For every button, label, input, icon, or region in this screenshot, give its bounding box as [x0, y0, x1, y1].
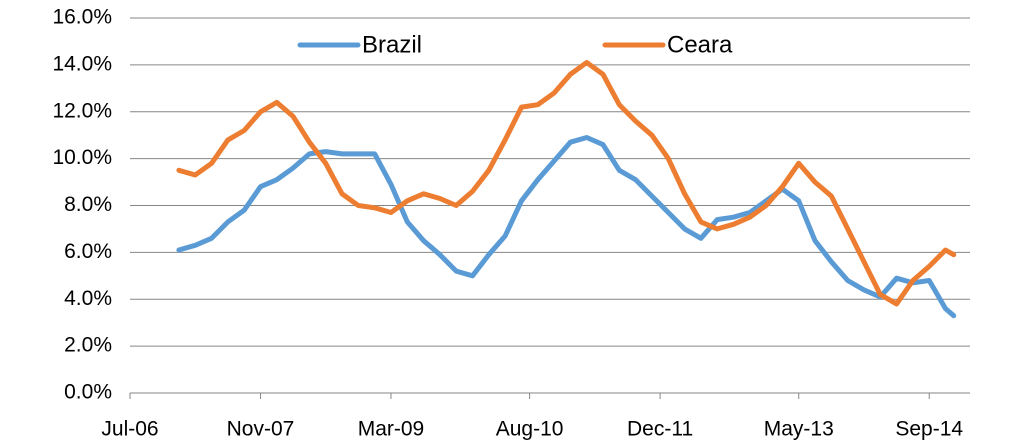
x-tick-label: Aug-10 — [496, 418, 564, 441]
x-tick-label: Jul-06 — [101, 418, 158, 441]
y-tick-label: 8.0% — [64, 193, 112, 216]
x-tick-label: Mar-09 — [358, 418, 425, 441]
y-tick-label: 14.0% — [52, 52, 112, 75]
legend-label: Brazil — [362, 31, 422, 58]
y-tick-label: 16.0% — [52, 6, 112, 29]
y-tick-label: 6.0% — [64, 240, 112, 263]
series-line — [176, 135, 957, 319]
x-tick-label: Sep-14 — [895, 418, 963, 441]
y-tick-label: 2.0% — [64, 334, 112, 357]
series-line — [176, 60, 957, 307]
y-tick-label: 4.0% — [64, 287, 112, 310]
y-tick-label: 12.0% — [52, 99, 112, 122]
legend-label: Ceara — [667, 31, 733, 58]
y-tick-label: 0.0% — [64, 381, 112, 404]
y-tick-label: 10.0% — [52, 146, 112, 169]
x-tick-label: Dec-11 — [627, 418, 693, 441]
x-tick-label: Nov-07 — [227, 418, 295, 441]
x-tick-label: May-13 — [764, 418, 834, 441]
